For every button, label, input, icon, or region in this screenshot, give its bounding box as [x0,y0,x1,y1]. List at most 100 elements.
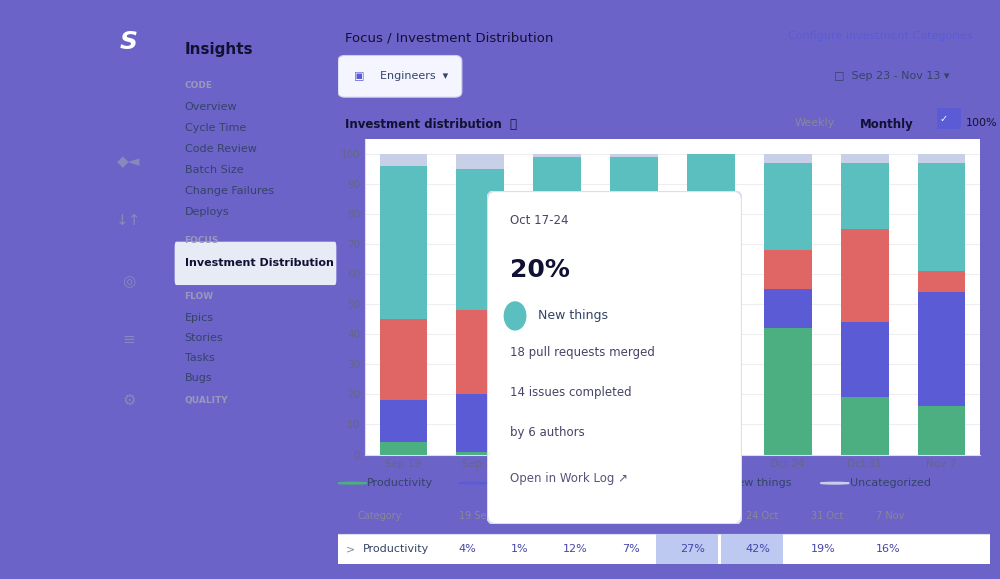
Text: ⚙: ⚙ [122,393,136,408]
Circle shape [820,482,849,484]
Bar [610,376,658,434]
Text: Weekly: Weekly [794,118,835,129]
FancyBboxPatch shape [338,535,990,564]
Text: 17 Oct: 17 Oct [680,511,713,521]
Bar [380,154,427,166]
Bar [918,271,965,292]
Bar [456,394,504,452]
Bar [841,229,889,323]
Text: 3 Oct: 3 Oct [563,511,589,521]
Text: Engineers  ▾: Engineers ▾ [380,71,449,81]
Text: Category: Category [358,511,402,521]
Bar [764,154,812,163]
Bar [380,442,427,455]
Bar [687,214,735,319]
Bar [533,371,581,419]
FancyBboxPatch shape [937,108,961,130]
Bar [533,419,581,455]
Bar [456,154,504,169]
Text: Overview: Overview [185,102,237,112]
Circle shape [459,482,487,484]
Text: Tasks: Tasks [185,353,214,363]
Bar [456,452,504,455]
Text: New things: New things [538,309,608,323]
Bar [380,166,427,319]
Bar [687,319,735,373]
Text: 24 Oct: 24 Oct [746,511,778,521]
Text: 42%: 42% [746,544,770,555]
Text: Code Review: Code Review [185,144,256,154]
Text: 26 Sep: 26 Sep [511,511,545,521]
Text: ◆◄: ◆◄ [117,154,141,169]
Text: QUALITY: QUALITY [185,396,228,405]
Text: 7%: 7% [622,544,639,555]
Text: Insights: Insights [185,42,253,57]
Bar [380,401,427,442]
Text: Monthly: Monthly [860,118,913,131]
Text: Focus / Investment Distribution: Focus / Investment Distribution [345,31,553,44]
Text: ◎: ◎ [122,274,136,289]
Text: Improving things: Improving things [488,478,582,488]
FancyBboxPatch shape [487,191,742,524]
Bar [610,268,658,376]
Text: Configure Investment Categories: Configure Investment Categories [788,31,973,41]
Text: Change Failures: Change Failures [185,186,274,196]
Bar [918,406,965,455]
Circle shape [504,302,526,330]
Text: 16%: 16% [876,544,901,555]
Bar [841,154,889,163]
Text: 100%: 100% [966,118,998,129]
Text: 4%: 4% [459,544,476,555]
FancyBboxPatch shape [175,241,336,285]
Text: ↓↑: ↓↑ [116,214,142,228]
Text: FLOW: FLOW [185,292,214,301]
Text: ▣: ▣ [354,71,365,81]
Bar [841,397,889,455]
Text: ✓: ✓ [939,114,947,124]
Text: 10 Oct: 10 Oct [622,511,654,521]
Bar [380,319,427,401]
Text: Epics: Epics [185,313,214,323]
Text: by 6 authors: by 6 authors [510,426,585,439]
Bar [610,434,658,455]
Text: 18 pull requests merged: 18 pull requests merged [510,346,655,359]
Bar [456,310,504,394]
Bar [918,292,965,406]
Text: Open in Work Log ↗: Open in Work Log ↗ [510,472,628,485]
Text: Cycle Time: Cycle Time [185,123,246,133]
Text: 14 issues completed: 14 issues completed [510,386,632,399]
Bar [841,323,889,397]
Bar [764,250,812,290]
Bar [533,298,581,371]
Text: 19 Sep: 19 Sep [459,511,492,521]
Circle shape [579,482,608,484]
FancyBboxPatch shape [338,56,462,97]
Text: New things: New things [729,478,792,488]
Text: CODE: CODE [185,81,213,90]
Text: Investment distribution  ⓘ: Investment distribution ⓘ [345,118,517,131]
Text: S: S [120,30,138,54]
Bar [687,154,735,214]
Bar [918,163,965,271]
Text: Bugs: Bugs [185,373,212,383]
FancyBboxPatch shape [721,534,783,565]
Text: FOCUS: FOCUS [185,236,219,245]
Text: 20%: 20% [510,258,570,281]
Bar [841,163,889,229]
Bar [687,373,735,455]
Text: Oct 17-24: Oct 17-24 [510,214,568,228]
Bar [764,328,812,455]
Bar [456,169,504,310]
Text: Investment Distribution: Investment Distribution [185,258,333,269]
Text: 1%: 1% [511,544,528,555]
Text: 31 Oct: 31 Oct [811,511,843,521]
Bar [533,154,581,157]
Text: Productivity: Productivity [363,544,429,555]
Circle shape [338,482,367,484]
Text: ≡: ≡ [123,332,135,347]
FancyBboxPatch shape [656,534,718,565]
Bar [610,154,658,157]
Text: >: > [346,544,355,555]
Text: 27%: 27% [680,544,705,555]
Bar [533,157,581,298]
